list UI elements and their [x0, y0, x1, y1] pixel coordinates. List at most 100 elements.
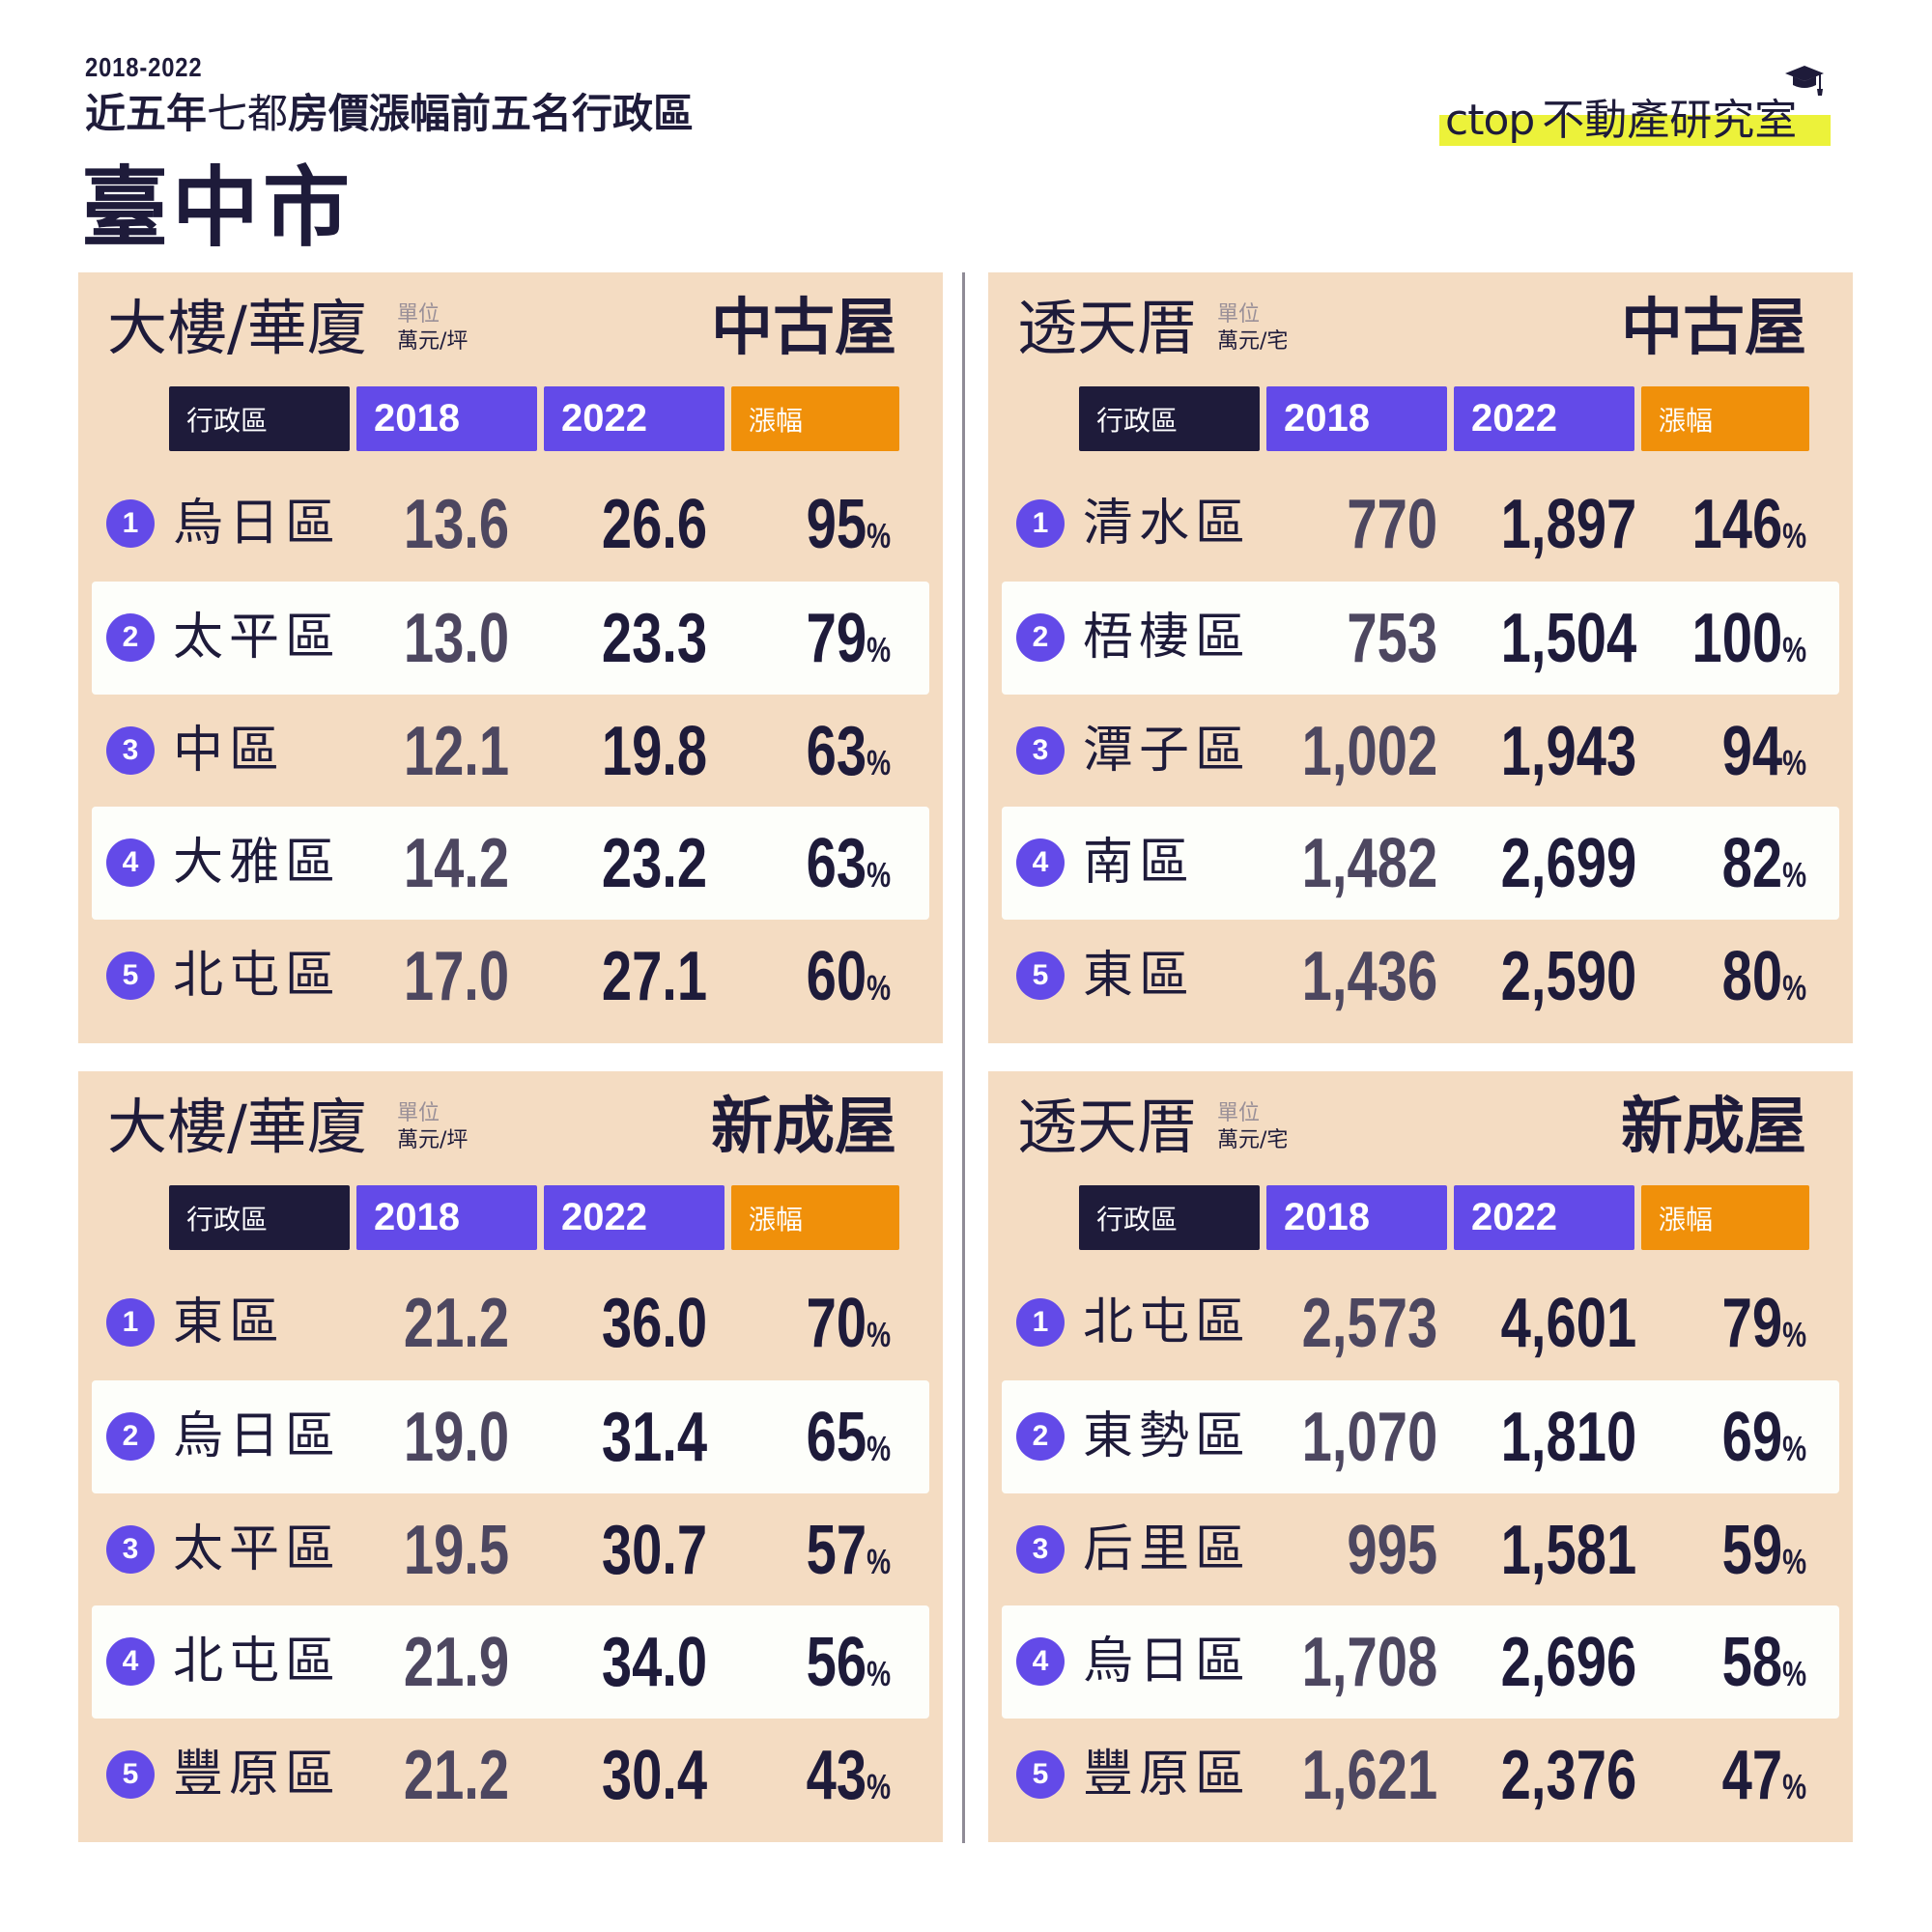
year-range: 2018-2022 [85, 52, 203, 82]
table-row: 3 后里區 995 1,581 59% [1002, 1493, 1839, 1606]
subtitle-pre: 近五年 [85, 90, 208, 137]
header-district: 行政區 [169, 1185, 350, 1250]
unit-value: 萬元/坪 [397, 1128, 469, 1152]
value-2022: 27.1 [601, 938, 707, 1015]
value-2022: 1,504 [1500, 600, 1636, 677]
panel-title: 大樓/華廈 [107, 293, 367, 363]
district-name: 太平區 [173, 1520, 342, 1578]
rank-badge: 1 [1016, 1298, 1065, 1347]
header-2022: 2022 [544, 386, 724, 451]
rank-badge: 2 [106, 1412, 155, 1461]
unit-value: 萬元/宅 [1217, 329, 1289, 354]
district-name: 烏日區 [173, 1407, 342, 1465]
unit-caption: 單位 [1217, 302, 1261, 327]
value-2022: 30.7 [601, 1512, 707, 1589]
table-row: 5 北屯區 17.0 27.1 60% [92, 920, 929, 1033]
panel-townhouse-used: 透天厝 單位 萬元/宅 中古屋 行政區 2018 2022 漲幅 1 清水區 770 1… [988, 272, 1853, 1043]
district-name: 北屯區 [173, 947, 342, 1005]
change-percent: 82% [1721, 825, 1806, 902]
subtitle-post: 行政區 [572, 90, 695, 137]
value-2018: 1,002 [1301, 713, 1437, 790]
panel-title: 大樓/華廈 [107, 1092, 367, 1162]
change-percent: 63% [806, 825, 891, 902]
rank-badge: 4 [1016, 1637, 1065, 1686]
header-2018: 2018 [1266, 386, 1447, 451]
change-percent: 95% [806, 486, 891, 563]
table-row: 4 烏日區 1,708 2,696 58% [1002, 1605, 1839, 1719]
district-name: 太平區 [173, 609, 342, 667]
table-row: 4 南區 1,482 2,699 82% [1002, 807, 1839, 920]
value-2022: 23.3 [601, 600, 707, 677]
rank-badge: 4 [106, 838, 155, 887]
logo-name: 不動產研究室 [1542, 96, 1798, 145]
table-row: 1 東區 21.2 36.0 70% [92, 1266, 929, 1379]
change-percent: 79% [806, 600, 891, 677]
table-row: 5 豐原區 21.2 30.4 43% [92, 1719, 929, 1832]
column-divider [962, 272, 965, 1843]
logo-highlight-bar [1439, 115, 1831, 146]
logo-text: ctop 不動產研究室 [1445, 97, 1797, 145]
rank-badge: 4 [106, 1637, 155, 1686]
table-row: 1 烏日區 13.6 26.6 95% [92, 468, 929, 581]
rank-badge: 1 [106, 1298, 155, 1347]
table-row: 4 大雅區 14.2 23.2 63% [92, 807, 929, 920]
subtitle-highlight: 房價漲幅前五名 [288, 90, 573, 137]
rank-badge: 5 [1016, 1750, 1065, 1799]
housing-type: 中古屋 [1621, 293, 1806, 364]
value-2018: 1,436 [1301, 938, 1437, 1015]
rank-badge: 2 [1016, 613, 1065, 662]
value-2022: 1,897 [1500, 486, 1636, 563]
table-row: 3 潭子區 1,002 1,943 94% [1002, 695, 1839, 808]
value-2018: 21.9 [403, 1624, 509, 1701]
unit-label: 單位 萬元/宅 [1217, 1100, 1288, 1154]
change-percent: 94% [1721, 713, 1806, 790]
district-name: 東區 [173, 1293, 286, 1351]
value-2018: 1,708 [1301, 1624, 1437, 1701]
change-percent: 47% [1721, 1737, 1806, 1814]
value-2018: 13.6 [403, 486, 509, 563]
change-percent: 56% [806, 1624, 891, 1701]
value-2018: 21.2 [403, 1285, 509, 1362]
unit-label: 單位 萬元/坪 [397, 301, 468, 355]
district-name: 南區 [1083, 834, 1196, 892]
value-2022: 2,376 [1500, 1737, 1636, 1814]
rank-badge: 5 [106, 1750, 155, 1799]
header-change: 漲幅 [731, 1185, 899, 1250]
value-2018: 2,573 [1301, 1285, 1437, 1362]
value-2022: 2,696 [1500, 1624, 1636, 1701]
panel-building-new: 大樓/華廈 單位 萬元/坪 新成屋 行政區 2018 2022 漲幅 1 東區 21.… [78, 1071, 943, 1842]
change-percent: 80% [1721, 938, 1806, 1015]
value-2018: 17.0 [403, 938, 509, 1015]
district-name: 烏日區 [173, 495, 342, 553]
header-district: 行政區 [1079, 1185, 1260, 1250]
subtitle: 近五年七都房價漲幅前五名行政區 [85, 89, 694, 139]
header-change: 漲幅 [1641, 1185, 1809, 1250]
change-percent: 59% [1721, 1512, 1806, 1589]
district-name: 豐原區 [1083, 1746, 1252, 1804]
logo-brand: ctop [1445, 96, 1535, 145]
table-row: 3 太平區 19.5 30.7 57% [92, 1493, 929, 1606]
value-2018: 770 [1347, 486, 1437, 563]
value-2022: 30.4 [601, 1737, 707, 1814]
unit-label: 單位 萬元/坪 [397, 1100, 468, 1154]
panel-building-used: 大樓/華廈 單位 萬元/坪 中古屋 行政區 2018 2022 漲幅 1 烏日區 13… [78, 272, 943, 1043]
unit-value: 萬元/宅 [1217, 1128, 1289, 1152]
value-2018: 995 [1347, 1512, 1437, 1589]
unit-label: 單位 萬元/宅 [1217, 301, 1288, 355]
table-row: 2 東勢區 1,070 1,810 69% [1002, 1380, 1839, 1493]
value-2018: 1,070 [1301, 1399, 1437, 1476]
district-name: 清水區 [1083, 495, 1252, 553]
value-2018: 13.0 [403, 600, 509, 677]
header-2018: 2018 [1266, 1185, 1447, 1250]
district-name: 大雅區 [173, 834, 342, 892]
district-name: 潭子區 [1083, 722, 1252, 780]
panel-title: 透天厝 [1017, 293, 1198, 363]
value-2018: 12.1 [403, 713, 509, 790]
housing-type: 新成屋 [1621, 1092, 1806, 1163]
rank-badge: 3 [1016, 1525, 1065, 1574]
graduation-cap-icon [1785, 66, 1824, 96]
table-row: 1 北屯區 2,573 4,601 79% [1002, 1266, 1839, 1379]
value-2018: 1,621 [1301, 1737, 1437, 1814]
table-row: 1 清水區 770 1,897 146% [1002, 468, 1839, 581]
value-2018: 21.2 [403, 1737, 509, 1814]
